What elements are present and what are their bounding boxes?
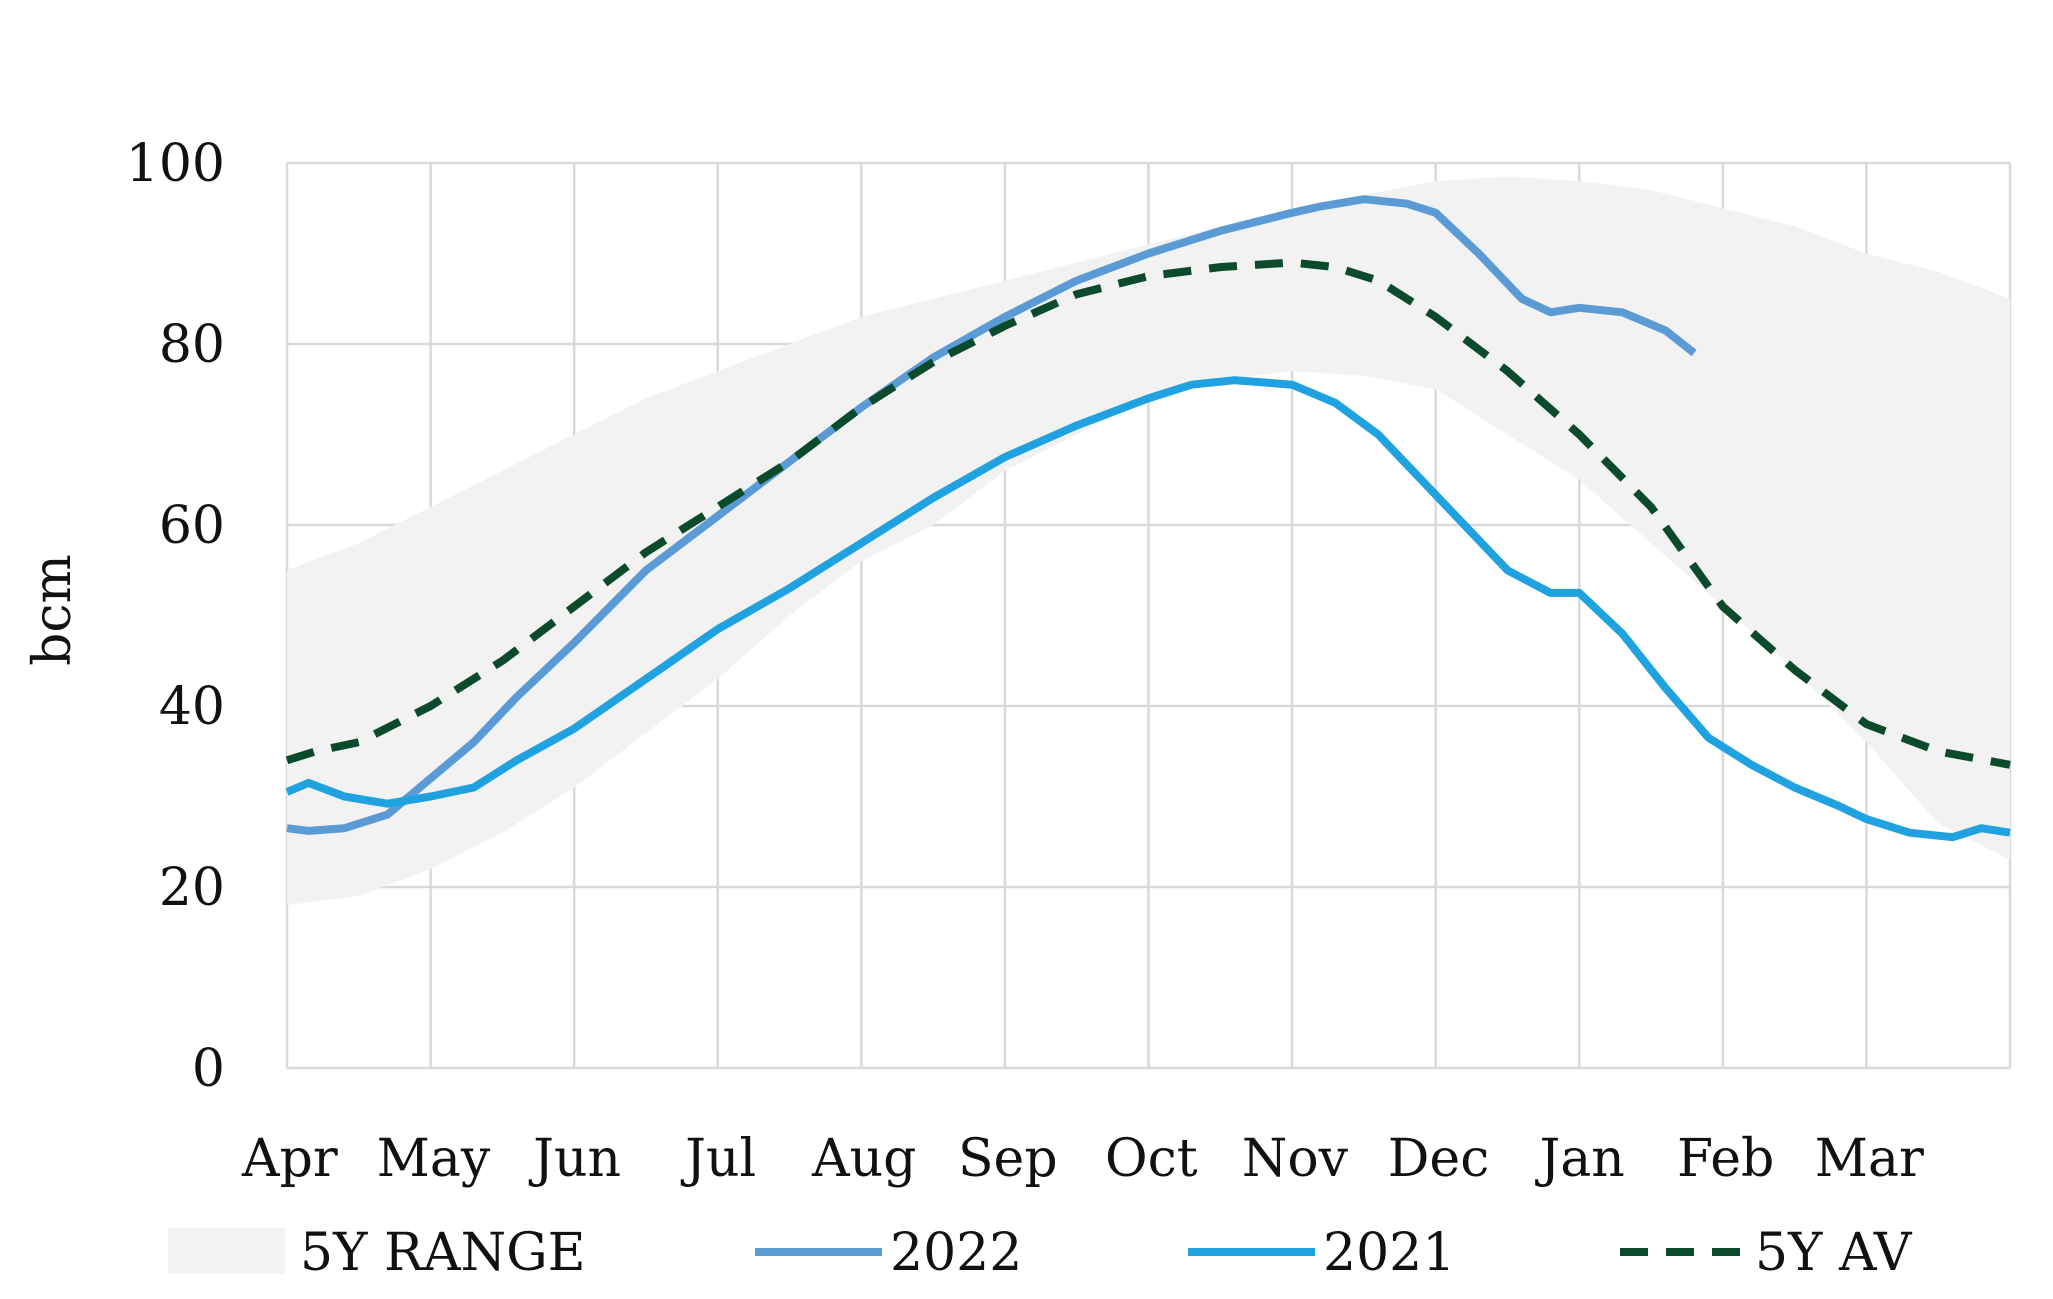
range-band [287, 176, 2010, 906]
y-tick-label-1: 20 [159, 858, 225, 918]
x-tick-label-5: Sep [958, 1129, 1058, 1189]
series-line-1 [285, 376, 2011, 842]
x-tick-label-6: Oct [1105, 1129, 1198, 1189]
legend-swatch-range [168, 1228, 285, 1274]
x-tick-labels: Apr May Jun Jul Aug Sep Oct Nov Dec Jan Feb Mar [241, 1129, 1924, 1189]
legend-label-range: 5Y RANGE [300, 1223, 586, 1283]
series-lines [285, 195, 2011, 842]
x-tick-label-0: Apr [241, 1129, 338, 1189]
y-axis-title: bcm [23, 554, 83, 666]
x-tick-label-3: Jul [680, 1129, 756, 1189]
y-tick-labels: 0 20 40 60 80 100 [126, 134, 225, 1099]
legend: 5Y RANGE 2022 2021 5Y AV [168, 1223, 1913, 1283]
y-tick-label-3: 60 [159, 496, 225, 556]
x-tick-label-2: Jun [528, 1129, 621, 1189]
y-tick-label-0: 0 [192, 1039, 225, 1099]
x-tick-label-7: Nov [1242, 1129, 1349, 1189]
y-tick-label-5: 100 [126, 134, 225, 194]
x-tick-label-4: Aug [811, 1129, 916, 1189]
x-tick-label-8: Dec [1388, 1129, 1490, 1189]
x-tick-label-11: Mar [1815, 1129, 1924, 1189]
series-line-2 [285, 258, 2011, 769]
legend-label-2: 5Y AV [1755, 1223, 1913, 1283]
x-tick-label-9: Jan [1534, 1129, 1624, 1189]
x-tick-label-1: May [377, 1129, 491, 1189]
y-tick-label-4: 80 [159, 315, 225, 375]
range-band-area [287, 176, 2010, 906]
x-tick-label-10: Feb [1677, 1129, 1774, 1189]
series-line-0 [286, 195, 1697, 835]
legend-label-1: 2021 [1323, 1223, 1455, 1283]
legend-label-0: 2022 [890, 1223, 1022, 1283]
y-tick-label-2: 40 [159, 677, 225, 737]
